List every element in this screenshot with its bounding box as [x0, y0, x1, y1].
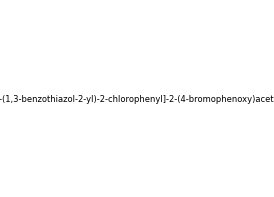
Text: N-[5-(1,3-benzothiazol-2-yl)-2-chlorophenyl]-2-(4-bromophenoxy)acetamide: N-[5-(1,3-benzothiazol-2-yl)-2-chlorophe… [0, 95, 274, 104]
